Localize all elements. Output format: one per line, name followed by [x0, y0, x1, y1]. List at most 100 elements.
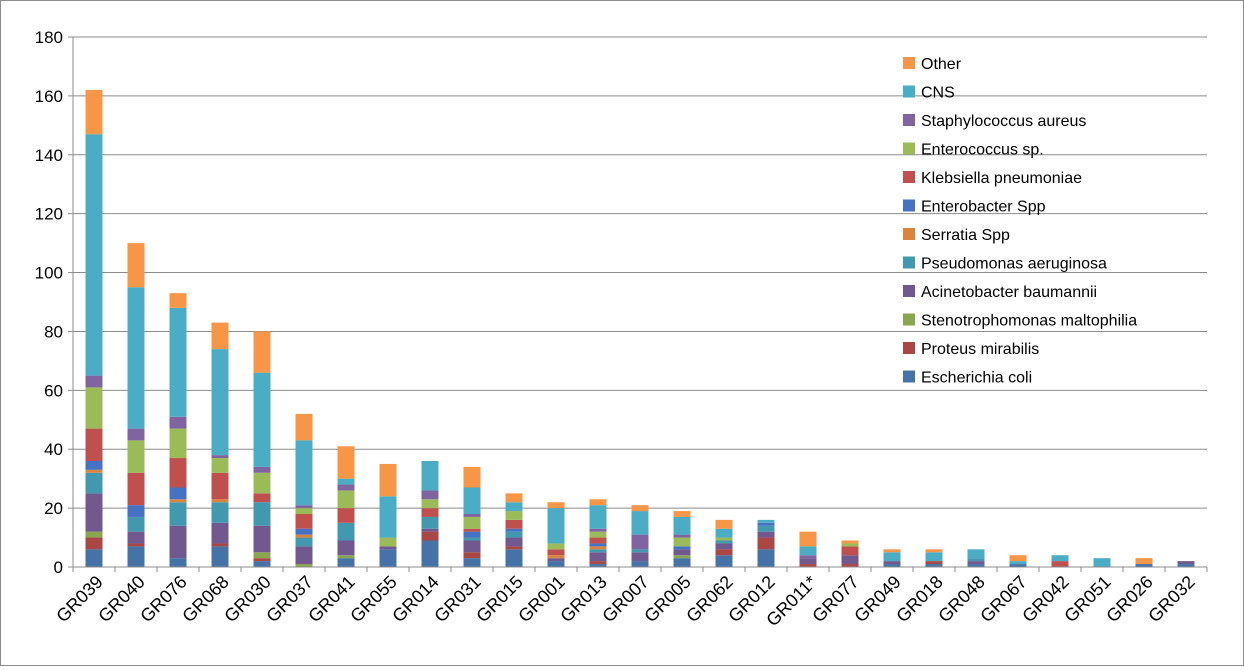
bar-segment-other: [169, 293, 187, 308]
bar-segment-serratia-spp: [589, 546, 607, 550]
bar-segment-other: [337, 446, 355, 479]
bar-segment-staphylococcus-aureus: [253, 466, 271, 473]
bar-segment-staphylococcus-aureus: [421, 490, 439, 500]
gridlines: [73, 36, 1207, 509]
bar-segment-klebsiella-pneumoniae: [253, 493, 271, 503]
bar-segment-enterococcus-sp: [169, 428, 187, 459]
bar-segment-other: [631, 505, 649, 512]
bar-segment-klebsiella-pneumoniae: [337, 508, 355, 523]
bar-segment-enterococcus-sp: [337, 490, 355, 509]
bar-segment-acinetobacter-baumannii: [547, 558, 565, 562]
bar-segment-cns: [799, 546, 817, 556]
bar-segment-enterococcus-sp: [715, 537, 733, 541]
x-tick-label: GR062: [682, 572, 736, 626]
bar-segment-proteus-mirabilis: [463, 552, 481, 559]
bar-segment-acinetobacter-baumannii: [589, 552, 607, 562]
bar-segment-escherichia-coli: [379, 549, 397, 567]
bar-segment-klebsiella-pneumoniae: [421, 508, 439, 517]
legend-swatch-acinetobacter-baumannii: [903, 285, 915, 297]
x-tick-label: GR007: [598, 572, 652, 626]
bar-segment-acinetobacter-baumannii: [799, 558, 817, 565]
x-tick-label: GR049: [850, 572, 904, 626]
y-tick-label: 0: [54, 558, 63, 577]
bar-segment-pseudomonas-aeruginosa: [757, 525, 775, 532]
bar-segment-staphylococcus-aureus: [631, 534, 649, 550]
bar-segment-enterococcus-sp: [379, 537, 397, 547]
bar-segment-cns: [1009, 561, 1027, 565]
bar-segment-other: [463, 466, 481, 488]
bar-segment-klebsiella-pneumoniae: [127, 472, 145, 506]
bar-segment-cns: [1093, 558, 1111, 567]
bar-segment-pseudomonas-aeruginosa: [169, 502, 187, 526]
x-tick-label: GR055: [346, 572, 400, 626]
bar-segment-acinetobacter-baumannii: [505, 537, 523, 547]
bar-segment-serratia-spp: [295, 534, 313, 538]
legend-swatch-escherichia-coli: [903, 370, 915, 383]
legend-swatch-enterobacter-spp: [903, 199, 915, 212]
bar-segment-other: [883, 549, 901, 553]
bar-segment-escherichia-coli: [1135, 564, 1153, 567]
x-tick-label: GR013: [556, 572, 610, 626]
legend-label-acinetobacter-baumannii: Acinetobacter baumannii: [921, 284, 1097, 301]
bar-segment-enterobacter-spp: [757, 522, 775, 526]
bar-segment-escherichia-coli: [925, 564, 943, 567]
bar-segment-enterobacter-spp: [127, 505, 145, 517]
x-tick-labels: GR039GR040GR076GR068GR030GR037GR041GR055…: [52, 572, 1198, 630]
bar-segment-acinetobacter-baumannii: [841, 555, 859, 565]
bar-segment-enterobacter-spp: [85, 461, 103, 470]
bar-segment-klebsiella-pneumoniae: [169, 458, 187, 488]
bar-segment-pseudomonas-aeruginosa: [295, 537, 313, 547]
bar-segment-acinetobacter-baumannii: [127, 531, 145, 544]
bar-segment-klebsiella-pneumoniae: [85, 428, 103, 461]
bar-segment-serratia-spp: [169, 499, 187, 503]
bar-segment-staphylococcus-aureus: [295, 505, 313, 509]
bar-segment-proteus-mirabilis: [925, 561, 943, 565]
bar-segment-cns: [337, 478, 355, 485]
y-tick-label: 40: [44, 440, 63, 459]
bar-segment-other: [85, 90, 103, 135]
bar-segment-proteus-mirabilis: [589, 561, 607, 565]
bar-segment-enterococcus-sp: [85, 387, 103, 429]
bar-segment-staphylococcus-aureus: [799, 555, 817, 559]
bar-segment-acinetobacter-baumannii: [253, 525, 271, 553]
bar-segment-stenotrophomonas-maltophilia: [295, 564, 313, 567]
legend-swatch-klebsiella-pneumoniae: [903, 171, 915, 183]
bar-segment-klebsiella-pneumoniae: [589, 537, 607, 544]
bar-segment-escherichia-coli: [1177, 564, 1195, 567]
bar-segment-acinetobacter-baumannii: [715, 543, 733, 550]
bar-segment-acinetobacter-baumannii: [295, 546, 313, 565]
bar-segment-enterococcus-sp: [547, 543, 565, 550]
bar-segment-enterobacter-spp: [505, 528, 523, 532]
bar-segment-pseudomonas-aeruginosa: [505, 531, 523, 538]
bar-segment-enterococcus-sp: [841, 543, 859, 547]
bar-segment-cns: [715, 528, 733, 538]
bar-segment-klebsiella-pneumoniae: [211, 472, 229, 500]
bar-segment-acinetobacter-baumannii: [211, 522, 229, 544]
bar-segment-escherichia-coli: [463, 558, 481, 567]
bar-segment-other: [589, 499, 607, 506]
bar-segment-cns: [673, 516, 691, 535]
x-tick-label: GR077: [808, 572, 862, 626]
bar-segment-escherichia-coli: [673, 558, 691, 567]
bar-segment-cns: [295, 440, 313, 506]
legend-swatch-pseudomonas-aeruginosa: [903, 256, 915, 269]
bar-segment-other: [799, 531, 817, 547]
y-tick-label: 160: [35, 87, 63, 106]
y-tick-label: 180: [35, 28, 63, 47]
bar-segment-staphylococcus-aureus: [337, 484, 355, 491]
bar-segment-acinetobacter-baumannii: [631, 552, 649, 562]
bar-segment-enterococcus-sp: [589, 531, 607, 538]
bar-segment-acinetobacter-baumannii: [757, 531, 775, 538]
bar-segment-acinetobacter-baumannii: [1177, 561, 1195, 565]
bar-segment-proteus-mirabilis: [211, 543, 229, 547]
legend-label-stenotrophomonas-maltophilia: Stenotrophomonas maltophilia: [921, 313, 1137, 330]
bar-segment-cns: [631, 511, 649, 535]
x-tick-label: GR001: [514, 572, 568, 626]
x-tick-label: GR014: [388, 572, 442, 626]
bar-segment-enterobacter-spp: [463, 531, 481, 538]
bar-segment-cns: [211, 349, 229, 456]
bar-segment-acinetobacter-baumannii: [967, 561, 985, 565]
bar-segment-acinetobacter-baumannii: [673, 549, 691, 556]
bar-segment-staphylococcus-aureus: [85, 375, 103, 388]
legend-swatch-enterococcus-sp: [903, 142, 915, 155]
